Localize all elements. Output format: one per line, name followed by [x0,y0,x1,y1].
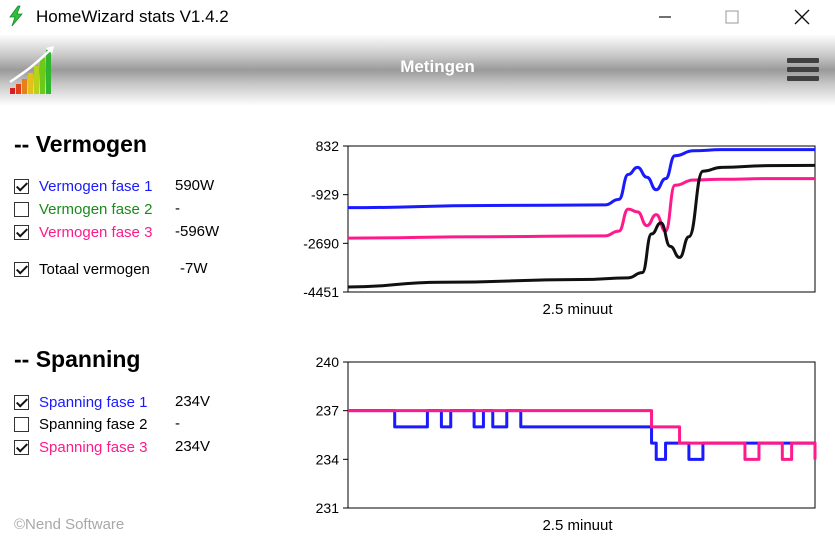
vermogen-fase1-value: 590W [175,177,215,194]
vermogen-fase3-checkbox[interactable] [14,224,29,240]
series-line-spanning-fase-3 [348,409,817,461]
y-tick-label: -929 [311,187,339,203]
title-bar: HomeWizard stats V1.4.2 [0,0,835,34]
vermogen-fase2-label: Vermogen fase 2 [39,200,153,218]
vermogen-heading: -- Vermogen [14,131,147,157]
y-tick-label: 240 [316,354,340,370]
minimize-button[interactable] [642,0,688,34]
spanning-fase3-label: Spanning fase 3 [39,438,148,456]
spanning-fase2-row: Spanning fase 2 [14,414,147,434]
vermogen-fase3-value: -596W [175,223,220,240]
y-tick-label: 234 [316,451,340,467]
plot-area [347,361,816,509]
vermogen-fase2-row: Vermogen fase 2 [14,199,152,219]
y-tick-label: -4451 [303,284,339,300]
maximize-button[interactable] [709,0,755,34]
spanning-fase3-value: 234V [175,438,211,455]
totaal-vermogen-checkbox[interactable] [14,261,29,277]
series-line-vermogen-fase-3 [347,177,815,240]
vermogen-chart: 832 -929 -2690 -4451 2.5 minuut [303,138,816,318]
close-button[interactable] [779,0,825,34]
maximize-icon [725,10,739,24]
header-title: Metingen [400,57,475,76]
spanning-chart: 240 237 234 231 2.5 minuut [316,354,817,534]
y-tick-label: 231 [316,500,340,516]
spanning-fase3-row: Spanning fase 3 [14,437,147,457]
series-line-vermogen-fase-1 [347,148,815,210]
vermogen-fase2-checkbox[interactable] [14,201,29,217]
close-icon [794,9,810,25]
footer-credit: ©Nend Software [14,516,125,533]
totaal-vermogen-value: -7W [180,260,208,277]
lightning-icon [9,5,23,27]
vermogen-fase2-value: - [175,200,180,217]
vermogen-fase3-row: Vermogen fase 3 [14,222,152,242]
bar-chart-logo-icon [9,46,54,94]
header-bar: Metingen [0,34,835,106]
spanning-fase2-checkbox[interactable] [14,416,29,432]
totaal-vermogen-label: Totaal vermogen [39,260,150,278]
totaal-vermogen-row: Totaal vermogen [14,259,150,279]
spanning-heading: -- Spanning [14,346,141,372]
plot-area [347,145,816,293]
window-title: HomeWizard stats V1.4.2 [36,7,229,26]
spanning-fase2-value: - [175,415,180,432]
spanning-fase1-checkbox[interactable] [14,394,29,410]
y-tick-label: 832 [316,138,340,154]
x-axis-label: 2.5 minuut [542,301,613,318]
hamburger-menu-icon[interactable] [787,58,819,82]
vermogen-fase3-label: Vermogen fase 3 [39,223,153,241]
vermogen-fase1-row: Vermogen fase 1 [14,176,152,196]
series-line-totaal-vermogen [347,163,816,289]
spanning-fase3-checkbox[interactable] [14,439,29,455]
vermogen-fase1-checkbox[interactable] [14,178,29,194]
spanning-fase1-value: 234V [175,393,211,410]
vermogen-fase1-label: Vermogen fase 1 [39,177,153,195]
x-axis-label: 2.5 minuut [542,517,613,534]
spanning-fase1-row: Spanning fase 1 [14,392,147,412]
y-tick-label: -2690 [303,235,339,251]
y-tick-label: 237 [316,403,340,419]
spanning-fase2-label: Spanning fase 2 [39,415,148,433]
spanning-fase1-label: Spanning fase 1 [39,393,148,411]
minimize-icon [659,16,671,18]
